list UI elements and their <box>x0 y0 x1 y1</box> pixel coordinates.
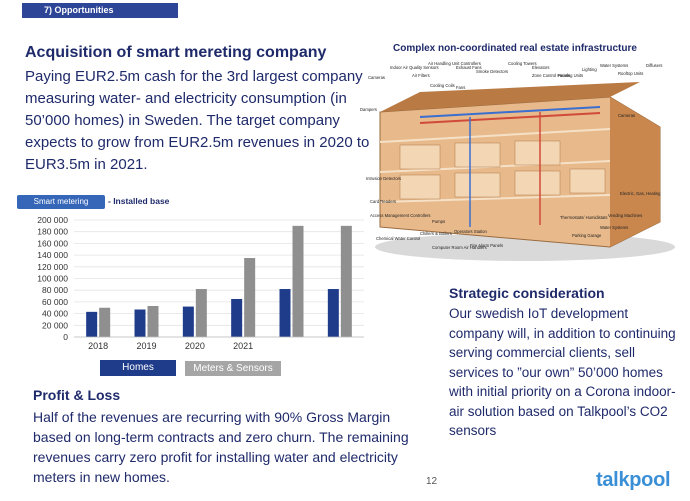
x-tick-label: 2021 <box>233 341 253 351</box>
y-tick-label: 200 000 <box>37 215 68 225</box>
label-air-handling: Air Handling Unit Controllers <box>428 61 481 66</box>
label-elevators: Elevators <box>532 65 549 70</box>
diagram-title: Complex non-coordinated real estate infr… <box>393 43 637 54</box>
section-tab: 7) Opportunities <box>22 3 178 18</box>
label-rooftop-units: Rooftop Units <box>618 71 643 76</box>
legend-meters-sensors: Meters & Sensors <box>185 361 281 376</box>
label-zone-panels: Zone Control Panels <box>532 73 570 78</box>
label-water-systems: Water Systems <box>600 63 628 68</box>
label-chemical-water: Chemical Water Control <box>376 236 420 241</box>
label-fire-alarm: Fire Alarm Panels <box>470 243 503 248</box>
y-tick-label: 180 000 <box>37 227 68 237</box>
installed-base-label: - Installed base <box>108 196 170 206</box>
label-lighting: Lighting <box>582 67 597 72</box>
label-cooling-towers: Cooling Towers <box>508 61 537 66</box>
label-thermostats: Thermostats/ Humidistats <box>560 215 607 220</box>
smart-metering-tag: Smart metering <box>17 195 105 209</box>
label-exhaust-fans: Exhaust Fans <box>456 65 482 70</box>
label-diffusers: Diffusers <box>646 63 662 68</box>
label-heating-units: Heating Units <box>558 73 583 78</box>
label-chillers: Chillers & Boilers <box>420 231 452 236</box>
y-tick-label: 40 000 <box>42 309 68 319</box>
bar-homes <box>134 309 146 337</box>
label-dampers: Dampers <box>360 107 377 112</box>
bar-meters-sensors <box>99 307 111 337</box>
profit-loss-body: Half of the revenues are recurring with … <box>33 409 409 485</box>
strategic-body: Our swedish IoT development company will… <box>449 306 676 438</box>
y-tick-label: 0 <box>63 332 68 342</box>
label-card-readers: Card Readers <box>370 199 396 204</box>
label-computer-room: Computer Room Air Handlers <box>432 245 487 250</box>
label-water-systems-2: Water Systems <box>600 225 628 230</box>
label-operators: Operators Station <box>454 229 487 234</box>
bar-homes <box>86 311 98 337</box>
bar-meters-sensors <box>195 289 207 337</box>
y-tick-label: 100 000 <box>37 274 68 284</box>
label-cooling-coils: Cooling Coils <box>430 83 455 88</box>
page-number: 12 <box>426 476 438 487</box>
bar-homes <box>279 289 291 337</box>
acquisition-title: Acquisition of smart mereting company <box>25 44 327 61</box>
bar-homes <box>327 289 339 337</box>
label-indoor-air: Indoor Air Quality Sensors <box>390 65 439 70</box>
label-electric-gas: Electric, Gas, Heating <box>620 191 661 196</box>
bar-meters-sensors <box>147 305 159 337</box>
label-air-filters: Air Filters <box>412 73 430 78</box>
label-cameras-2: Cameras <box>618 113 635 118</box>
acquisition-body: Paying EUR2.5m cash for the 3rd largest … <box>25 68 370 173</box>
x-tick-label: 2019 <box>136 341 156 351</box>
bar-meters-sensors <box>340 225 352 337</box>
y-tick-label: 160 000 <box>37 238 68 248</box>
y-tick-label: 140 000 <box>37 250 68 260</box>
label-smoke: Smoke Detectors <box>476 69 508 74</box>
label-fans: Fans <box>456 85 465 90</box>
talkpool-logo: talkpool <box>596 469 671 491</box>
label-intrusion: Intrusion Detectors <box>366 176 401 181</box>
y-tick-label: 80 000 <box>42 285 68 295</box>
bar-meters-sensors <box>292 225 304 337</box>
bar-homes <box>182 306 194 337</box>
label-vending: Vending Machines <box>608 213 642 218</box>
y-tick-label: 20 000 <box>42 320 68 330</box>
label-parking: Parking Garage <box>572 233 602 238</box>
x-tick-label: 2018 <box>88 341 108 351</box>
building-diagram: Cameras Indoor Air Quality Sensors Air F… <box>360 61 675 261</box>
legend-homes: Homes <box>100 360 176 376</box>
x-tick-label: 2020 <box>185 341 205 351</box>
bar-meters-sensors <box>244 258 256 337</box>
label-pumps: Pumps <box>432 219 445 224</box>
profit-loss-title: Profit & Loss <box>33 387 121 403</box>
y-tick-label: 60 000 <box>42 297 68 307</box>
label-cameras: Cameras <box>368 75 385 80</box>
bar-homes <box>231 298 243 337</box>
y-tick-label: 120 000 <box>37 262 68 272</box>
label-access-mgmt: Access Management Controllers <box>370 213 431 218</box>
strategic-title: Strategic consideration <box>449 285 605 301</box>
